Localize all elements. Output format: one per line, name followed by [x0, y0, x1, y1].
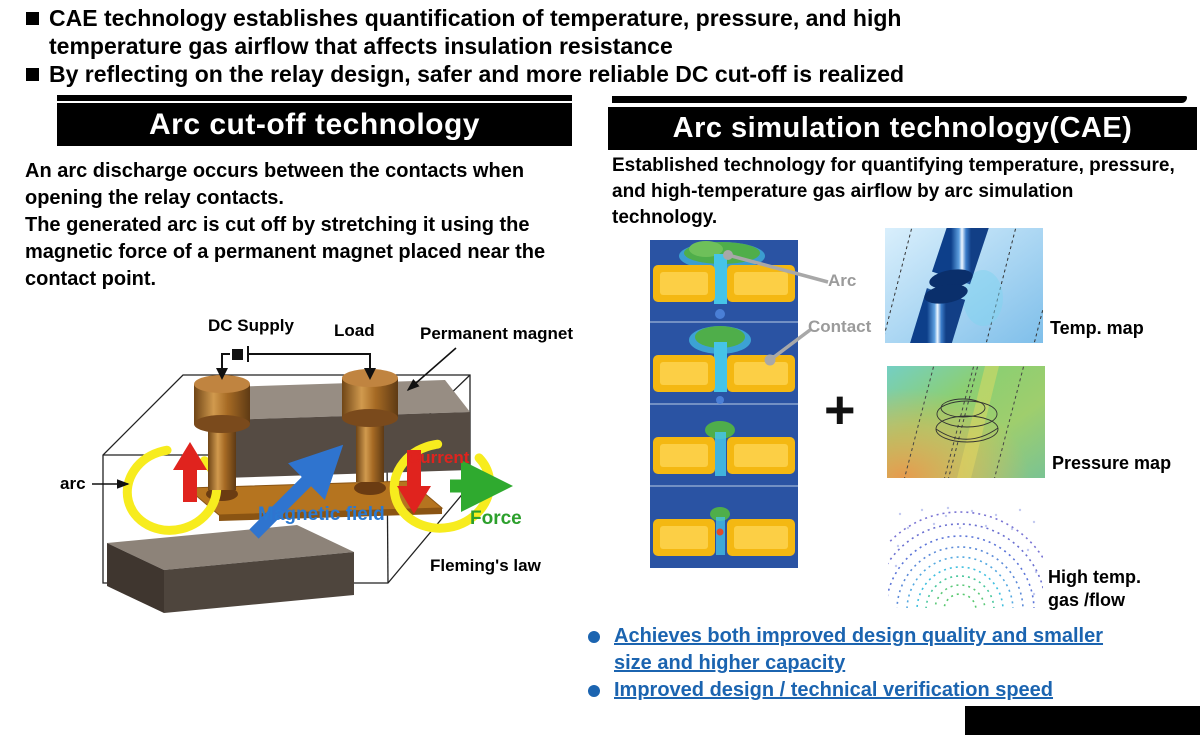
right-contact-bolt: [342, 369, 398, 482]
flemings-law-label: Fleming's law: [430, 556, 541, 575]
top-bullet-2: By reflecting on the relay design, safer…: [26, 60, 1186, 88]
dc-supply-label: DC Supply: [208, 316, 294, 335]
supply-wiring: [221, 346, 371, 370]
bottom-magnet: [107, 525, 354, 613]
left-section-title: Arc cut-off technology: [149, 107, 480, 141]
circle-bullet-icon: [588, 631, 600, 643]
right-header-accent-bar: [612, 96, 1187, 103]
left-paragraph-2: The generated arc is cut off by stretchi…: [25, 214, 546, 290]
top-summary: CAE technology establishes quantificatio…: [26, 4, 1186, 88]
permanent-magnet-pointer: [406, 347, 457, 392]
left-contact-bolt: [194, 375, 250, 490]
high-temp-label-line2: gas /flow: [1048, 590, 1126, 610]
magnetic-field-arrow: [249, 444, 344, 539]
benefit-item-2-text: Improved design / technical verification…: [614, 679, 1054, 701]
arc-annotation-label: Arc: [828, 271, 857, 290]
wire-arrowhead-left: [216, 368, 228, 380]
top-bullet-1-text: CAE technology establishes quantificatio…: [49, 5, 902, 59]
load-label: Load: [334, 321, 375, 340]
benefit-item-1: Achieves both improved design quality an…: [588, 623, 1168, 677]
benefit-item-2: Improved design / technical verification…: [588, 677, 1168, 704]
relay-diagram: DC Supply Load Permanent magnet arc Curr…: [52, 316, 573, 628]
plus-sign: +: [824, 380, 856, 440]
circle-bullet-icon: [588, 685, 600, 697]
arc-label: arc: [60, 474, 86, 493]
benefit-list: Achieves both improved design quality an…: [588, 623, 1168, 704]
sim-frame-4: [653, 507, 795, 556]
wire-arrowhead-right: [364, 368, 376, 380]
temp-map-image: [880, 211, 1066, 362]
sim-frame-3: [653, 421, 795, 476]
contact-annotation-label: Contact: [808, 317, 872, 336]
force-label: Force: [470, 508, 522, 529]
high-temp-label-line1: High temp.: [1048, 567, 1141, 587]
magnetic-field-label: Magnetic field: [258, 504, 385, 525]
sim-frame-2: [653, 326, 795, 404]
square-bullet-icon: [26, 12, 39, 25]
right-section-title: Arc simulation technology(CAE): [672, 112, 1133, 144]
current-label: Current: [408, 448, 470, 467]
pressure-map-image: [887, 360, 1045, 485]
left-body-text: An arc discharge occurs between the cont…: [25, 158, 591, 293]
top-bullet-1: CAE technology establishes quantificatio…: [26, 4, 1186, 60]
square-bullet-icon: [26, 68, 39, 81]
current-down-arrow: [397, 450, 431, 514]
high-temp-flow-image: [888, 502, 1043, 608]
top-bullet-2-text: By reflecting on the relay design, safer…: [49, 61, 905, 87]
high-temp-flow-label: High temp. gas /flow: [1048, 566, 1141, 612]
permanent-magnet-label: Permanent magnet: [420, 324, 574, 343]
left-header-accent-bar: [57, 95, 572, 101]
simulation-frames: [650, 240, 798, 568]
current-up-arrow: [173, 442, 207, 502]
left-section-header: Arc cut-off technology: [57, 103, 572, 146]
right-body-text: Established technology for quantifying t…: [612, 155, 1175, 228]
pressure-map-label: Pressure map: [1052, 453, 1172, 473]
bottom-right-black-box: [965, 706, 1200, 735]
arc-simulation-strip: [650, 240, 798, 568]
benefit-item-1-text: Achieves both improved design quality an…: [614, 625, 1104, 674]
relay-diagram-illustration: [92, 346, 513, 613]
left-paragraph-1: An arc discharge occurs between the cont…: [25, 160, 525, 209]
right-section-header: Arc simulation technology(CAE): [608, 107, 1197, 150]
temp-map-label: Temp. map: [1050, 318, 1144, 338]
supply-node: [232, 349, 243, 360]
